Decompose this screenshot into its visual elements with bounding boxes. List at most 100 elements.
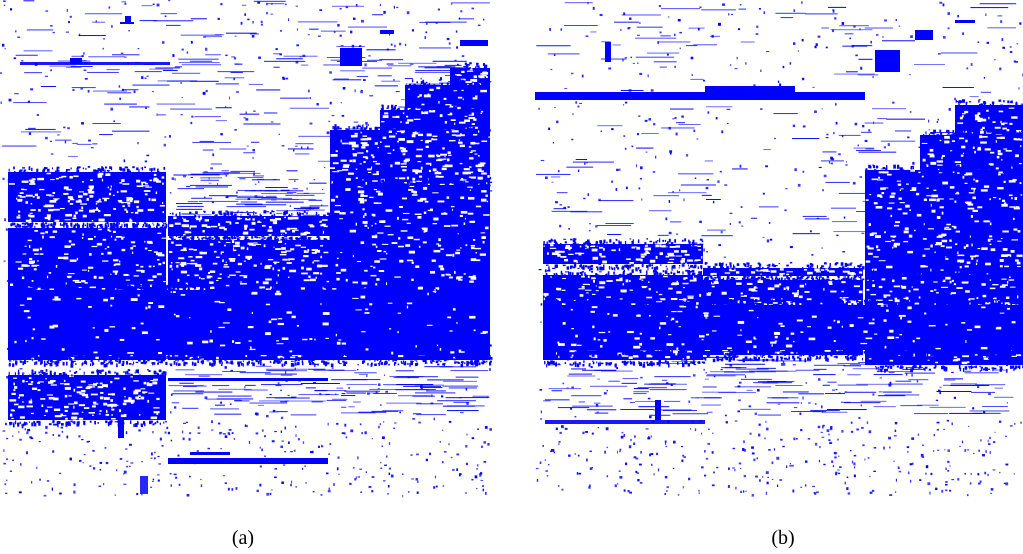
plot-mark — [218, 355, 222, 360]
plot-mark — [424, 36, 426, 40]
plot-mark — [169, 354, 172, 357]
plot-mark — [451, 208, 453, 211]
plot-mark — [478, 362, 481, 366]
plot-mark — [463, 79, 466, 81]
plot-mark — [451, 81, 454, 85]
plot-mark — [152, 265, 155, 268]
plot-mark — [251, 362, 254, 364]
plot-mark — [466, 433, 468, 436]
plot-mark — [8, 290, 490, 355]
plot-mark — [368, 486, 372, 488]
plot-mark — [362, 208, 365, 211]
plot-mark — [227, 236, 231, 240]
plot-mark — [240, 362, 243, 366]
plot-mark — [369, 388, 397, 390]
plot-mark — [63, 405, 69, 409]
plot-mark — [164, 431, 167, 434]
plot-mark — [448, 139, 456, 142]
plot-mark — [214, 300, 221, 303]
plot-mark — [444, 156, 446, 158]
plot-mark — [341, 342, 347, 345]
plot-mark — [26, 225, 29, 228]
plot-mark — [253, 110, 256, 112]
plot-mark — [65, 417, 68, 420]
plot-mark — [48, 357, 50, 361]
plot-mark — [448, 420, 452, 423]
plot-mark — [71, 87, 96, 89]
plot-mark — [145, 361, 148, 364]
plot-mark — [21, 425, 24, 429]
plot-mark — [161, 288, 163, 292]
plot-mark — [189, 226, 191, 230]
plot-mark — [18, 394, 24, 397]
plot-mark — [419, 84, 422, 89]
plot-mark — [402, 126, 405, 128]
plot-mark — [341, 114, 345, 117]
plot-mark — [150, 452, 153, 456]
plot-mark — [89, 286, 96, 289]
plot-mark — [23, 357, 26, 362]
plot-mark — [352, 126, 356, 130]
plot-mark — [92, 401, 97, 404]
plot-mark — [307, 34, 310, 36]
plot-mark — [93, 383, 98, 386]
plot-mark — [306, 286, 309, 289]
plot-mark — [70, 363, 74, 368]
plot-mark — [230, 258, 233, 261]
plot-mark — [8, 362, 11, 367]
plot-mark — [426, 324, 433, 326]
plot-mark — [451, 181, 454, 184]
plot-mark — [407, 357, 409, 360]
plot-mark — [390, 43, 393, 46]
plot-mark — [23, 310, 30, 313]
plot-mark — [204, 357, 208, 360]
plot-mark — [40, 223, 44, 227]
plot-mark — [361, 285, 364, 289]
plot-mark — [225, 361, 229, 364]
plot-mark — [464, 115, 468, 117]
plot-mark — [68, 403, 75, 405]
plot-mark — [424, 181, 428, 184]
plot-mark — [477, 428, 480, 431]
plot-mark — [438, 358, 440, 362]
plot-mark — [483, 18, 485, 21]
plot-mark — [416, 81, 418, 84]
plot-mark — [177, 454, 180, 457]
plot-mark — [133, 90, 136, 94]
plot-mark — [42, 374, 45, 378]
plot-mark — [104, 171, 106, 175]
plot-mark — [398, 237, 401, 240]
plot-mark — [187, 341, 193, 345]
plot-mark — [223, 228, 227, 231]
plot-mark — [454, 172, 459, 175]
plot-mark — [71, 421, 75, 424]
plot-mark — [188, 438, 191, 441]
plot-mark — [55, 357, 57, 361]
plot-mark — [396, 376, 439, 378]
plot-mark — [365, 121, 368, 125]
plot-mark — [447, 113, 453, 116]
plot-mark — [320, 302, 322, 306]
plot-mark — [277, 362, 280, 364]
plot-mark — [377, 362, 380, 365]
plot-mark — [450, 80, 452, 83]
plot-mark — [91, 222, 95, 225]
plot-mark — [18, 357, 22, 360]
plot-mark — [73, 483, 76, 487]
plot-mark — [119, 182, 123, 184]
plot-mark — [385, 285, 389, 289]
plot-mark — [476, 468, 479, 470]
plot-mark — [287, 216, 293, 220]
plot-mark — [232, 247, 235, 250]
plot-mark — [337, 360, 340, 364]
plot-mark — [117, 423, 121, 427]
plot-mark — [468, 287, 472, 290]
plot-mark — [136, 398, 141, 400]
plot-mark — [371, 355, 373, 357]
plot-mark — [140, 265, 144, 268]
plot-mark — [386, 129, 389, 133]
plot-mark — [96, 242, 100, 246]
plot-mark — [333, 31, 336, 33]
plot-mark — [16, 197, 18, 200]
plot-mark — [37, 177, 45, 181]
